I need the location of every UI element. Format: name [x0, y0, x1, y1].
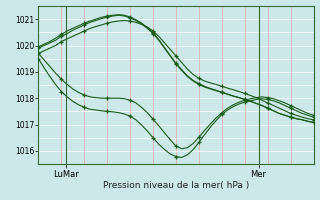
X-axis label: Pression niveau de la mer( hPa ): Pression niveau de la mer( hPa ) — [103, 181, 249, 190]
